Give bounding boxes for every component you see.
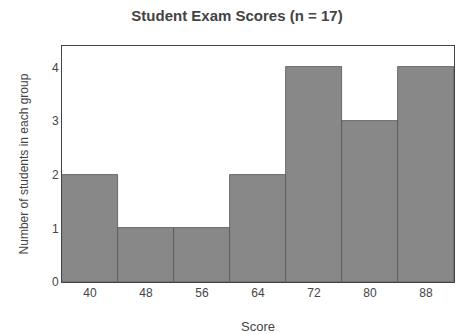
svg-text:2: 2	[52, 168, 59, 182]
svg-text:56: 56	[195, 286, 209, 300]
svg-text:72: 72	[307, 286, 321, 300]
svg-text:Student Exam Scores (n = 17): Student Exam Scores (n = 17)	[131, 7, 342, 24]
svg-text:4: 4	[52, 61, 59, 75]
svg-text:88: 88	[419, 286, 433, 300]
svg-text:80: 80	[363, 286, 377, 300]
svg-text:40: 40	[83, 286, 97, 300]
svg-text:Number of students in each gro: Number of students in each group	[17, 73, 31, 254]
svg-text:Score: Score	[241, 319, 275, 334]
svg-text:3: 3	[52, 114, 59, 128]
svg-text:48: 48	[139, 286, 153, 300]
svg-text:0: 0	[52, 275, 59, 289]
svg-text:64: 64	[251, 286, 265, 300]
svg-text:1: 1	[52, 222, 59, 236]
